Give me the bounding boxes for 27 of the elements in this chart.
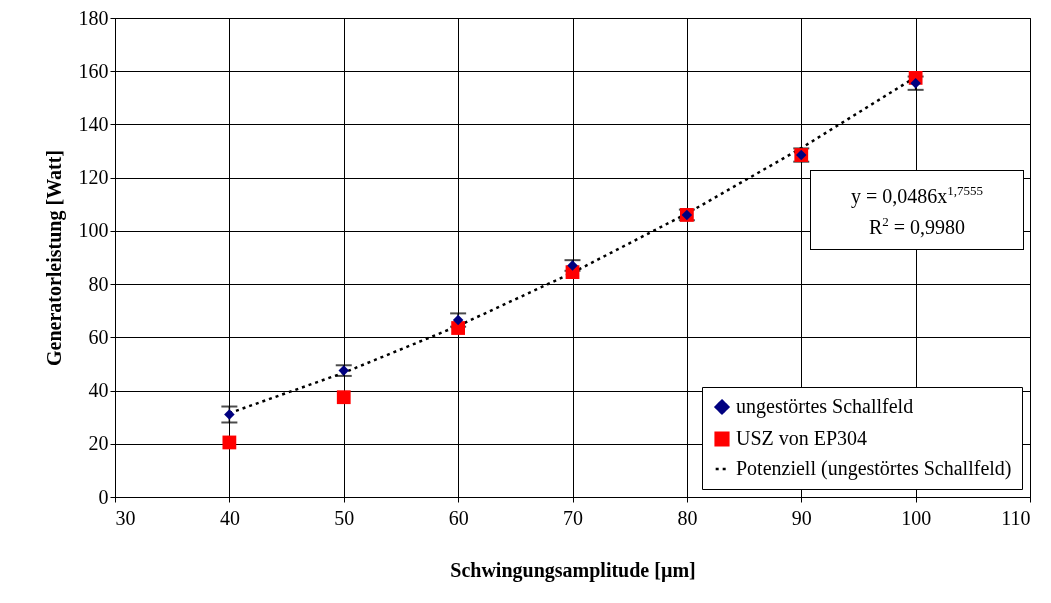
y-axis-title: Generatorleistung [Watt] bbox=[42, 149, 66, 367]
y-tick-label: 180 bbox=[78, 6, 109, 29]
annotation: R$^{2}$ = 0,9980 bbox=[867, 213, 967, 240]
x-tick-label: 90 bbox=[791, 506, 812, 529]
y-tick-label: 120 bbox=[78, 166, 109, 189]
y-tick-label: 140 bbox=[78, 112, 109, 135]
y-tick-label: 40 bbox=[88, 379, 109, 402]
y-tick-label: 0 bbox=[98, 485, 109, 508]
x-tick-label: 60 bbox=[448, 506, 469, 529]
x-tick-label: 40 bbox=[219, 506, 240, 529]
x-tick-label: 70 bbox=[563, 506, 583, 529]
legend-label: Potenziell (ungestörtes Schallfeld) bbox=[736, 457, 1012, 480]
y-tick-label: 100 bbox=[78, 219, 109, 242]
legend-label: USZ von EP304 bbox=[736, 427, 868, 449]
x-tick-label: 80 bbox=[677, 506, 698, 529]
x-tick-label: 110 bbox=[1001, 506, 1031, 529]
y-tick-label: 60 bbox=[88, 325, 109, 348]
annotation: y = 0,0486x$^{1,7555}$ bbox=[850, 182, 984, 210]
y-tick-label: 160 bbox=[78, 59, 109, 82]
y-tick-label: 20 bbox=[88, 432, 109, 455]
x-tick-label: 50 bbox=[334, 506, 355, 529]
x-tick-label: 30 bbox=[115, 506, 136, 529]
x-tick-label: 100 bbox=[901, 506, 932, 529]
legend-label: ungestörtes Schallfeld bbox=[736, 395, 914, 418]
equation-box: y = 0,0486x$^{1,7555}$ R$^{2}$ = 0,9980 bbox=[810, 170, 1024, 250]
x-axis-title: Schwingungsamplitude [µm] bbox=[450, 558, 696, 582]
y-tick-label: 80 bbox=[88, 272, 109, 295]
